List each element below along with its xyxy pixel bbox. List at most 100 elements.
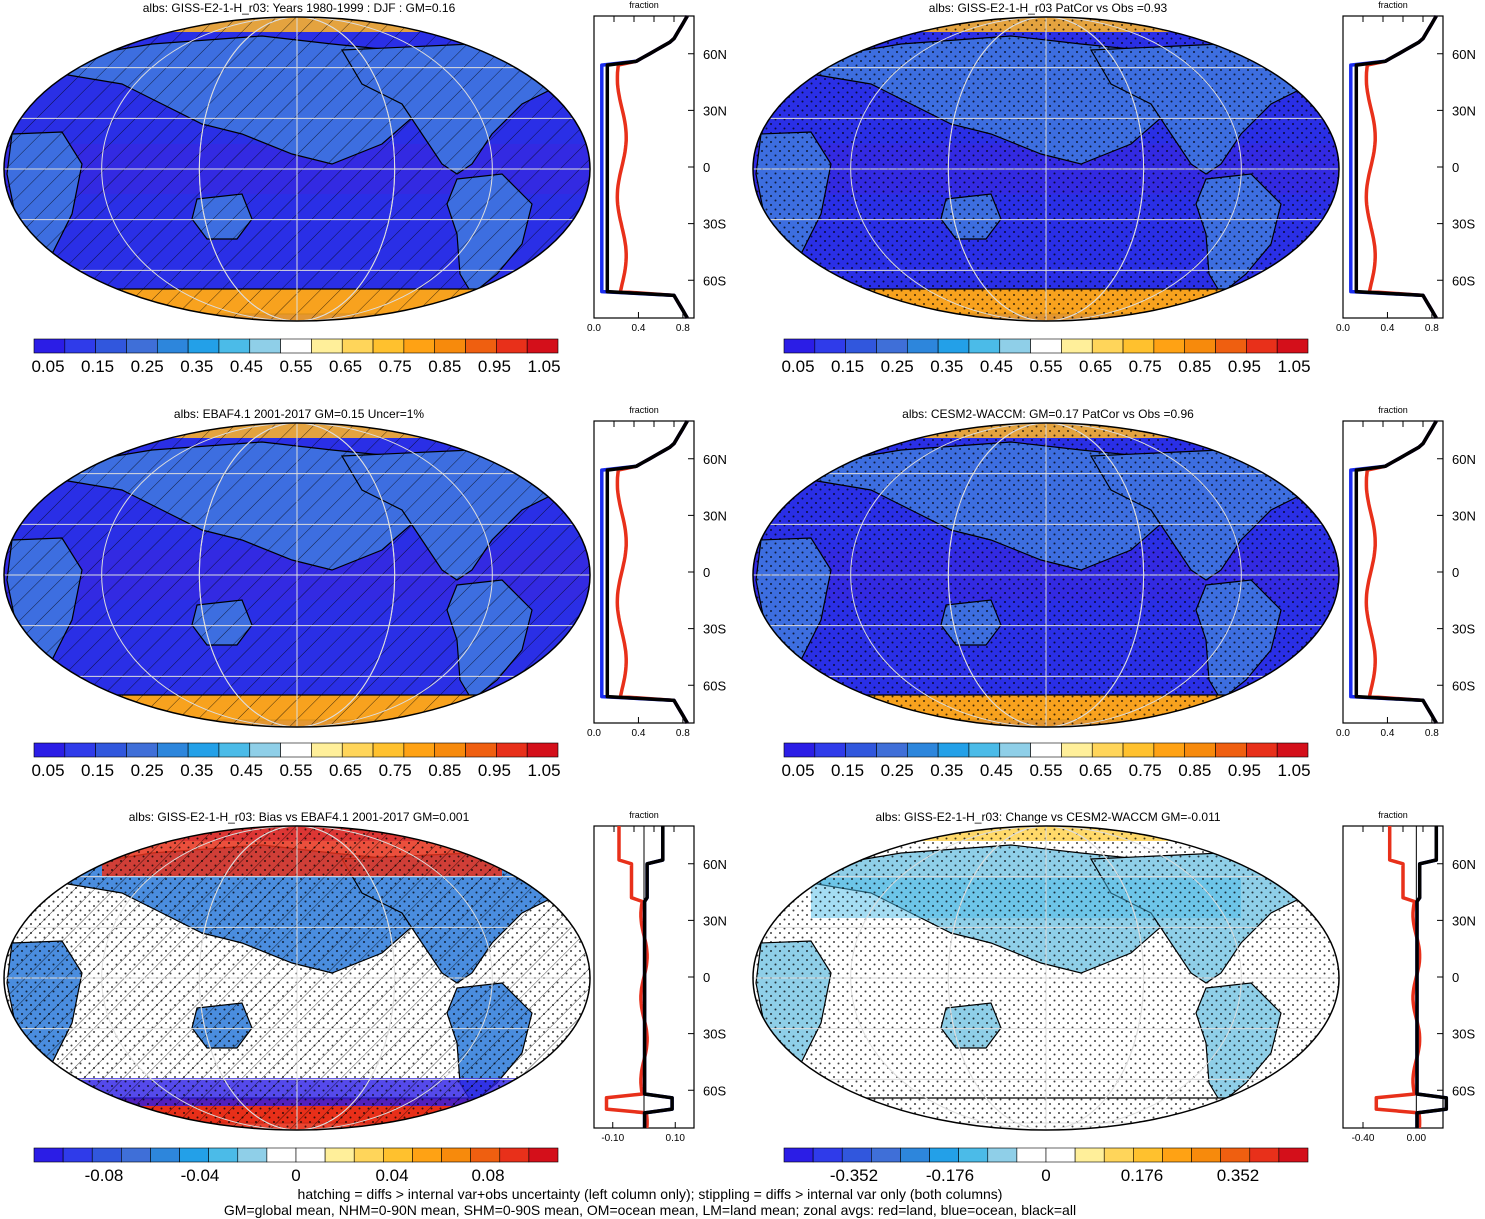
colorbar-swatch xyxy=(150,1147,180,1163)
colorbar-swatch xyxy=(383,1147,413,1163)
colorbar-swatch xyxy=(1061,338,1093,354)
zonal-axis-title: fraction xyxy=(1378,810,1408,820)
graticule-meridian xyxy=(850,423,1242,727)
zonal-lat-label: 30S xyxy=(703,622,726,637)
zonal-mean-plot-5: fraction 60N 30N 0 30S 60S -0.10 0.10 xyxy=(585,810,735,1145)
zonal-lat-label: 60N xyxy=(703,47,727,62)
panel-4-title: albs: CESM2-WACCM: GM=0.17 PatCor vs Obs… xyxy=(902,407,1194,421)
map-border xyxy=(3,422,591,728)
colorbar-label: 0.85 xyxy=(428,761,461,780)
colorbar-label: 0.25 xyxy=(131,761,164,780)
colorbar-swatch xyxy=(311,338,343,354)
colorbar-5: -0.08 -0.04 0 0.04 0.08 xyxy=(33,1147,578,1188)
zonal-series-ocean xyxy=(1349,15,1438,319)
zonal-svg: fraction 60N 30N 0 30S 60S 0.0 0.4 0.8 xyxy=(1336,0,1476,334)
colorbar-label: 0.08 xyxy=(471,1166,504,1185)
colorbar-swatch xyxy=(121,1147,151,1163)
map-panel-5 xyxy=(2,823,592,1133)
colorbar-swatch xyxy=(64,338,96,354)
zonal-series-land xyxy=(1364,420,1438,724)
colorbar-swatch xyxy=(1191,1147,1221,1163)
colorbar-swatch xyxy=(324,1147,355,1163)
zonal-lat-label: 30N xyxy=(703,913,727,928)
colorbar-label: 0.352 xyxy=(1217,1166,1260,1185)
colorbar-swatch xyxy=(1091,742,1124,758)
colorbar-swatch xyxy=(1030,338,1062,354)
zonal-axis-title: fraction xyxy=(629,0,659,10)
continent-greenland xyxy=(491,434,543,466)
colorbar-label: 0.05 xyxy=(781,357,814,376)
graticule-meridian xyxy=(947,826,1145,1130)
colorbar-swatch xyxy=(937,338,970,354)
colorbar-label: 0.55 xyxy=(279,761,312,780)
zonal-lat-label: 30N xyxy=(703,508,727,523)
colorbar-swatch xyxy=(372,742,405,758)
map-panel-6 xyxy=(751,823,1341,1133)
continent-greenland xyxy=(1240,837,1292,869)
map-border xyxy=(752,422,1340,728)
zonal-series-ocean xyxy=(600,15,689,319)
panel-1-title: albs: GISS-E2-1-H_r03: Years 1980-1999 :… xyxy=(142,1,456,15)
colorbar-swatch xyxy=(783,338,816,354)
zonal-axis-title: fraction xyxy=(1378,0,1408,10)
colorbar-label: 0.05 xyxy=(781,761,814,780)
colorbar-label: -0.176 xyxy=(926,1166,974,1185)
map-border xyxy=(752,825,1340,1131)
colorbar-swatch xyxy=(1246,742,1278,758)
colorbar-label: 0.85 xyxy=(1178,761,1211,780)
zonal-x-tick-label: 0.4 xyxy=(631,728,645,739)
colorbar-swatch xyxy=(465,338,497,354)
colorbar-label: 0.55 xyxy=(1029,761,1062,780)
colorbar-swatch xyxy=(1220,1147,1251,1163)
colorbar-swatch xyxy=(783,742,816,758)
colorbar-svg: 0.05 0.15 0.25 0.35 0.45 0.55 0.65 0.75 0.85 0.95… xyxy=(31,338,561,376)
zonal-x-tick-label: -0.10 xyxy=(601,1133,624,1144)
colorbar-swatch xyxy=(906,742,939,758)
zonal-mean-plot-3: fraction 60N 30N 0 30S 60S 0.0 0.4 0.8 xyxy=(585,405,735,740)
colorbar-svg: -0.352 -0.176 0 0.176 0.352 xyxy=(783,1147,1309,1185)
colorbar-swatch xyxy=(341,338,374,354)
continent-greenland xyxy=(1240,28,1292,60)
colorbar-swatch xyxy=(341,742,374,758)
colorbar-swatch xyxy=(1246,338,1278,354)
zonal-svg: fraction 60N 30N 0 30S 60S -0.10 0.10 xyxy=(593,810,727,1144)
colorbar-swatch xyxy=(353,1147,384,1163)
colorbar-swatch xyxy=(1103,1147,1134,1163)
zonal-mean-plot-2: fraction 60N 30N 0 30S 60S 0.0 0.4 0.8 xyxy=(1334,0,1484,335)
colorbar-swatch xyxy=(528,1147,559,1163)
graticule-meridian xyxy=(850,826,1242,1130)
map-svg xyxy=(752,825,1340,1131)
colorbar-label: 0.65 xyxy=(1079,761,1112,780)
colorbar-label: 0.04 xyxy=(375,1166,408,1185)
colorbar-label: 1.05 xyxy=(527,357,560,376)
zonal-lat-label: 60N xyxy=(703,857,727,872)
colorbar-swatch xyxy=(470,1147,501,1163)
colorbar-swatch xyxy=(412,1147,442,1163)
zonal-svg: fraction 60N 30N 0 30S 60S 0.0 0.4 0.8 xyxy=(587,0,727,334)
colorbar-label: 0.85 xyxy=(1178,357,1211,376)
zonal-lat-label: 60S xyxy=(1452,1083,1475,1098)
colorbar-swatch xyxy=(1276,742,1309,758)
colorbar-swatch xyxy=(1153,742,1186,758)
colorbar-swatch xyxy=(1184,338,1216,354)
colorbar-swatch xyxy=(814,742,846,758)
zonal-x-tick-label: 0.10 xyxy=(666,1133,686,1144)
colorbar-swatch xyxy=(187,742,220,758)
zonal-lat-label: 60S xyxy=(703,1083,726,1098)
colorbar-swatch xyxy=(1061,742,1093,758)
colorbar-swatch xyxy=(1276,338,1309,354)
colorbar-swatch xyxy=(403,742,436,758)
panel-5-title: albs: GISS-E2-1-H_r03: Bias vs EBAF4.1 2… xyxy=(128,810,470,824)
map-panel-1 xyxy=(2,14,592,324)
graticule-meridian xyxy=(198,423,396,727)
colorbar-swatch xyxy=(33,338,66,354)
colorbar-label: 0.15 xyxy=(831,761,864,780)
colorbar-svg: 0.05 0.15 0.25 0.35 0.45 0.55 0.65 0.75 0.85 0.95… xyxy=(781,338,1311,376)
colorbar-swatch xyxy=(1133,1147,1163,1163)
colorbar-swatch xyxy=(95,742,127,758)
colorbar-swatch xyxy=(496,742,528,758)
colorbar-label: 0.15 xyxy=(81,357,114,376)
zonal-series-land xyxy=(1364,15,1438,319)
colorbar-swatch xyxy=(526,338,559,354)
colorbar-label: 0.45 xyxy=(980,761,1013,780)
